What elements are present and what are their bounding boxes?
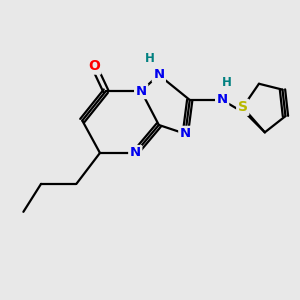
Text: N: N — [153, 68, 164, 81]
Text: N: N — [130, 146, 141, 159]
Text: S: S — [238, 100, 248, 114]
Text: N: N — [136, 85, 147, 98]
Text: O: O — [88, 59, 100, 73]
Text: H: H — [222, 76, 232, 89]
Text: N: N — [180, 127, 191, 140]
Text: N: N — [217, 93, 228, 106]
Text: H: H — [145, 52, 155, 65]
